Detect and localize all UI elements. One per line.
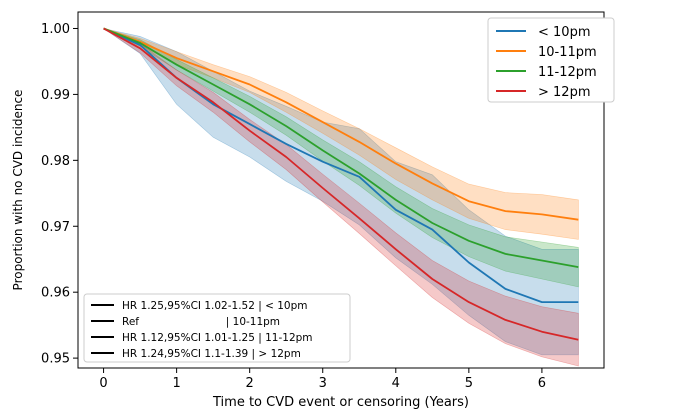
legend-box	[487, 17, 615, 103]
survival-line-1	[103, 27, 579, 221]
x-tick-label: 1	[172, 376, 180, 391]
y-tick-label: 0.99	[41, 88, 70, 103]
x-tick-label: 0	[99, 376, 107, 391]
hr-label-2: HR 1.12,95%CI 1.01-1.25 | 11-12pm	[122, 332, 313, 344]
legend: < 10pm 10-11pm 11-12pm > 12pm	[487, 17, 615, 103]
x-tick-label: 3	[319, 376, 327, 391]
y-tick-label: 0.96	[41, 286, 70, 301]
survival-curves	[103, 27, 579, 341]
x-tick-label: 6	[538, 376, 546, 391]
y-axis-label: Proportion with no CVD incidence	[11, 90, 25, 291]
hr-label-0: HR 1.25,95%CI 1.02-1.52 | < 10pm	[122, 300, 308, 312]
y-tick-label: 0.98	[41, 154, 70, 169]
x-tick-label: 5	[465, 376, 473, 391]
legend-label-2: 11-12pm	[538, 65, 597, 80]
ci-band-2	[103, 28, 579, 288]
hr-label-1: Ref | 10-11pm	[122, 316, 280, 328]
hr-box-frame	[83, 293, 351, 363]
y-tick-label: 0.95	[41, 352, 70, 367]
legend-label-3: > 12pm	[538, 85, 590, 100]
y-axis: 0.95 0.96 0.97 0.98 0.99 1.00	[41, 22, 78, 367]
x-axis: 0 1 2 3 4 5 6	[99, 368, 546, 391]
survival-line-2	[103, 27, 579, 268]
legend-label-0: < 10pm	[538, 25, 590, 40]
plot-frame	[77, 11, 605, 369]
survival-line-3	[103, 27, 579, 341]
x-axis-label: Time to CVD event or censoring (Years)	[212, 395, 469, 410]
hr-annotation-box: HR 1.25,95%CI 1.02-1.52 | < 10pm Ref | 10…	[83, 293, 351, 363]
y-tick-label: 1.00	[41, 22, 70, 37]
x-tick-label: 4	[392, 376, 400, 391]
hr-label-3: HR 1.24,95%CI 1.1-1.39 | > 12pm	[122, 348, 301, 360]
y-tick-label: 0.97	[41, 220, 70, 235]
legend-label-1: 10-11pm	[538, 45, 597, 60]
x-tick-label: 2	[246, 376, 254, 391]
